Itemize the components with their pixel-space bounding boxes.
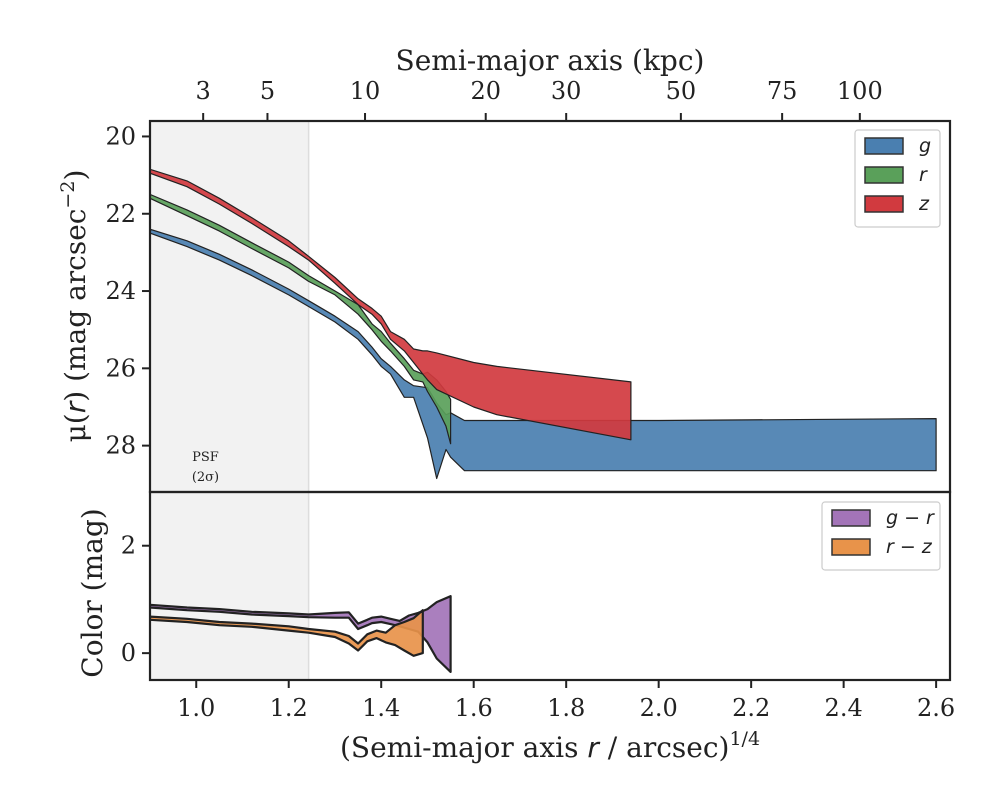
- band-z: [150, 168, 632, 441]
- legend-swatch: [864, 166, 904, 184]
- band-legend: grz: [854, 129, 941, 228]
- y-tick-label: 20: [105, 122, 136, 150]
- band-rz: [150, 609, 424, 657]
- color-y-ticks: 02: [121, 532, 150, 667]
- psf-label: PSF: [192, 450, 219, 465]
- legend-label: g − r: [886, 507, 935, 529]
- x-tick-label: 1.0: [177, 694, 215, 722]
- legend-swatch: [831, 538, 871, 556]
- x-tick-label: 2.2: [732, 694, 770, 722]
- color-y-label: Color (mag): [76, 508, 109, 677]
- legend-label: g: [919, 135, 931, 157]
- psf-band-color-panel: [150, 492, 309, 680]
- top-tick-label: 30: [551, 77, 582, 105]
- y-tick-label: 28: [105, 432, 136, 460]
- band-gr: [150, 595, 452, 674]
- color-y-tick-label: 0: [121, 639, 136, 667]
- color-series: [150, 595, 452, 674]
- band-r: [150, 193, 452, 445]
- y-tick-label: 24: [105, 277, 136, 305]
- legend-label: r − z: [886, 536, 933, 558]
- bottom-x-ticks: 1.0 1.2 1.4 1.6 1.8 2.0 2.2 2.4 2.6: [177, 680, 955, 722]
- band-g: [150, 228, 937, 480]
- top-tick-label: 3: [196, 77, 211, 105]
- legend-label: z: [918, 193, 930, 215]
- top-tick-label: 50: [666, 77, 697, 105]
- legend-swatch: [831, 509, 871, 527]
- legend-swatch: [864, 137, 904, 155]
- color-y-tick-label: 2: [121, 532, 136, 560]
- color-legend: g − r r − z: [821, 501, 941, 571]
- color-panel-frame: [148, 490, 952, 682]
- top-tick-label: 75: [767, 77, 798, 105]
- x-tick-label: 1.2: [270, 694, 308, 722]
- x-tick-label: 1.4: [362, 694, 400, 722]
- surface-brightness-series: [150, 168, 937, 480]
- x-tick-label: 2.6: [917, 694, 955, 722]
- top-tick-label: 10: [350, 77, 381, 105]
- top-tick-label: 5: [260, 77, 275, 105]
- x-tick-label: 2.4: [825, 694, 863, 722]
- surface-brightness-y-label: μ(r) (mag arcsec−2): [57, 170, 92, 443]
- surface-brightness-y-ticks: 20 22 24 26 28: [105, 122, 150, 460]
- legend-swatch: [864, 195, 904, 213]
- x-tick-label: 1.8: [547, 694, 585, 722]
- top-axis-ticks: 3 5 10 20 30 50 75 100: [196, 77, 883, 121]
- x-tick-label: 2.0: [640, 694, 678, 722]
- top-tick-label: 20: [470, 77, 501, 105]
- y-tick-label: 22: [105, 200, 136, 228]
- legend-label: r: [919, 164, 928, 186]
- top-axis-label: Semi-major axis (kpc): [396, 44, 705, 77]
- y-tick-label: 26: [105, 354, 136, 382]
- x-tick-label: 1.6: [455, 694, 493, 722]
- bottom-x-label: (Semi-major axis r / arcsec)1/4: [340, 728, 760, 764]
- psf-label-sigma: (2σ): [192, 470, 219, 485]
- top-tick-label: 100: [837, 77, 883, 105]
